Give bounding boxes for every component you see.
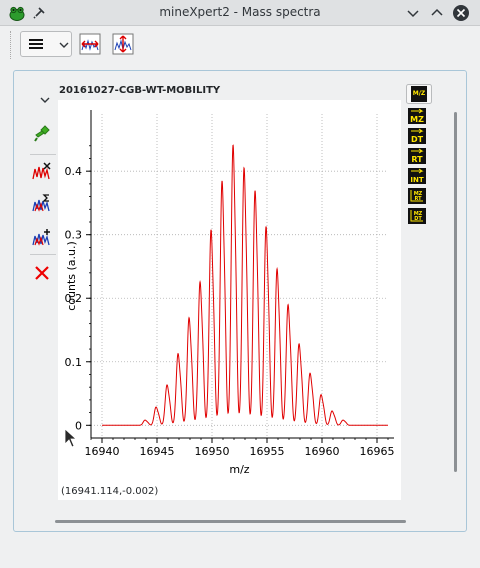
x-tick-label: 16940 [85,445,120,458]
y-tick-label: 0 [75,419,82,432]
horizontal-zoom-icon[interactable] [79,33,101,55]
vertical-zoom-icon[interactable] [112,33,134,55]
x-axis-label: m/z [229,463,249,476]
close-plot-icon[interactable] [31,262,53,284]
svg-text:MZ: MZ [414,211,423,217]
combine-spectra-icon[interactable] [31,226,53,248]
svg-text:INT: INT [410,176,423,184]
x-tick-label: 16950 [195,445,230,458]
mass-spectrum-chart[interactable]: 16940 16945 16950 16955 16960 16965 0 0.1 0.2 0.3… [58,100,401,500]
horizontal-scrollbar[interactable] [55,520,406,523]
x-tick-label: 16960 [305,445,340,458]
title-bar: mineXpert2 - Mass spectra [0,0,480,26]
mz-rt-colormap-icon[interactable]: MZ RT [408,188,426,204]
toolbar-grip[interactable] [10,31,14,59]
x-tick-label: 16965 [360,445,395,458]
svg-text:M/Z: M/Z [413,90,426,97]
pin-icon[interactable] [30,4,48,22]
y-tick-label: 0.3 [65,229,83,242]
collapse-chevron-icon[interactable] [39,94,51,106]
maximize-button[interactable] [428,4,446,22]
rt-selector-icon[interactable]: RT [408,148,426,164]
separator [30,254,56,255]
svg-text:RT: RT [411,155,423,164]
svg-text:DT: DT [414,216,422,222]
x-tick-label: 16945 [140,445,175,458]
main-menu-combo[interactable] [20,31,72,57]
close-button[interactable] [452,4,470,22]
mouse-cursor-icon [64,428,78,448]
mz-dt-colormap-icon[interactable]: MZ DT [408,208,426,224]
dt-selector-icon[interactable]: DT [408,128,426,144]
spectrum-series-line [102,144,388,426]
y-tick-label: 0.1 [65,356,83,369]
sum-spectra-icon[interactable] [31,192,53,214]
minimize-button[interactable] [404,4,422,22]
x-tick-label: 16955 [250,445,285,458]
cursor-coordinates: (16941.114,-0.002) [61,486,159,497]
toolbar [0,27,480,63]
pin-plot-icon[interactable] [31,122,53,144]
int-selector-icon[interactable]: INT [408,168,426,184]
hamburger-menu-icon [29,39,43,49]
y-axis-label: counts (a.u.) [65,241,78,311]
vertical-scrollbar[interactable] [454,112,457,472]
frog-icon[interactable] [8,4,26,22]
window-title: mineXpert2 - Mass spectra [159,5,321,19]
mz-selector-icon[interactable]: MZ [408,108,426,124]
overlay-spectrum-icon[interactable] [31,160,53,182]
svg-text:DT: DT [411,135,424,144]
y-tick-label: 0.4 [65,165,83,178]
plot-canvas[interactable]: 16940 16945 16950 16955 16960 16965 0 0.1 0.2 0.3… [58,100,401,500]
chevron-down-icon [59,42,69,48]
svg-text:MZ: MZ [414,191,423,197]
svg-text:MZ: MZ [410,115,424,124]
mz-mz-selector-icon[interactable]: M/Z [406,84,432,104]
svg-text:RT: RT [414,196,422,202]
separator [30,154,56,155]
dataset-title: 20161027-CGB-WT-MOBILITY [59,85,221,96]
y-tick-label: 0.2 [65,292,83,305]
